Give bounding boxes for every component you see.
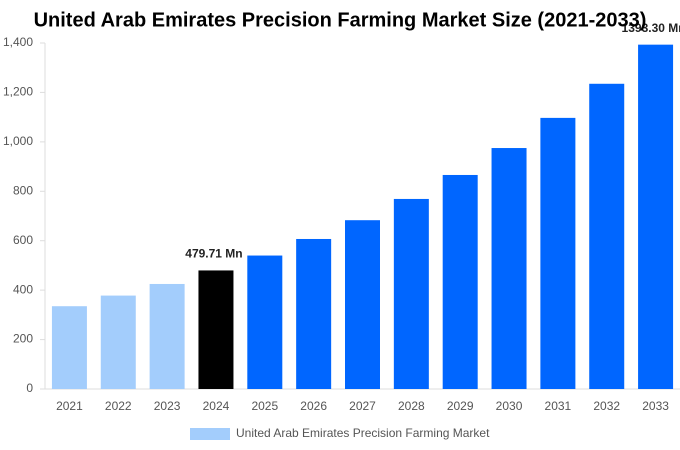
x-tick-label: 2031 <box>545 399 572 413</box>
x-tick-label: 2025 <box>251 399 278 413</box>
bar <box>638 44 674 390</box>
x-tick-label: 2029 <box>447 399 474 413</box>
y-tick-label: 0 <box>26 381 33 395</box>
value-label: 1393.30 Mn <box>622 21 680 35</box>
bar <box>540 117 576 390</box>
y-tick-label: 400 <box>13 282 33 296</box>
y-tick-label: 1,000 <box>3 134 33 148</box>
bar <box>100 295 136 389</box>
bar <box>198 270 234 389</box>
x-tick-label: 2032 <box>593 399 620 413</box>
y-tick-label: 1,200 <box>3 85 33 99</box>
x-tick-label: 2021 <box>56 399 83 413</box>
bar <box>442 174 478 389</box>
bar <box>247 255 283 389</box>
bar <box>296 238 332 389</box>
bar <box>345 220 380 389</box>
x-tick-label: 2030 <box>496 399 523 413</box>
x-tick-label: 2033 <box>642 399 669 413</box>
x-tick-label: 2027 <box>349 399 376 413</box>
bar <box>491 148 527 389</box>
y-tick-label: 800 <box>13 183 33 197</box>
bar <box>589 83 625 390</box>
bar <box>393 198 429 389</box>
x-tick-label: 2028 <box>398 399 425 413</box>
chart-title: United Arab Emirates Precision Farming M… <box>34 9 647 31</box>
value-label: 479.71 Mn <box>185 247 242 261</box>
legend-label: United Arab Emirates Precision Farming M… <box>236 426 490 440</box>
x-tick-label: 2023 <box>154 399 181 413</box>
bar <box>51 306 87 389</box>
y-tick-label: 200 <box>13 332 33 346</box>
x-tick-label: 2022 <box>105 399 132 413</box>
legend-swatch <box>190 428 230 440</box>
y-tick-label: 600 <box>13 233 33 247</box>
y-tick-label: 1,400 <box>3 35 33 49</box>
x-tick-label: 2024 <box>203 399 230 413</box>
bar <box>149 283 185 389</box>
x-tick-label: 2026 <box>300 399 327 413</box>
